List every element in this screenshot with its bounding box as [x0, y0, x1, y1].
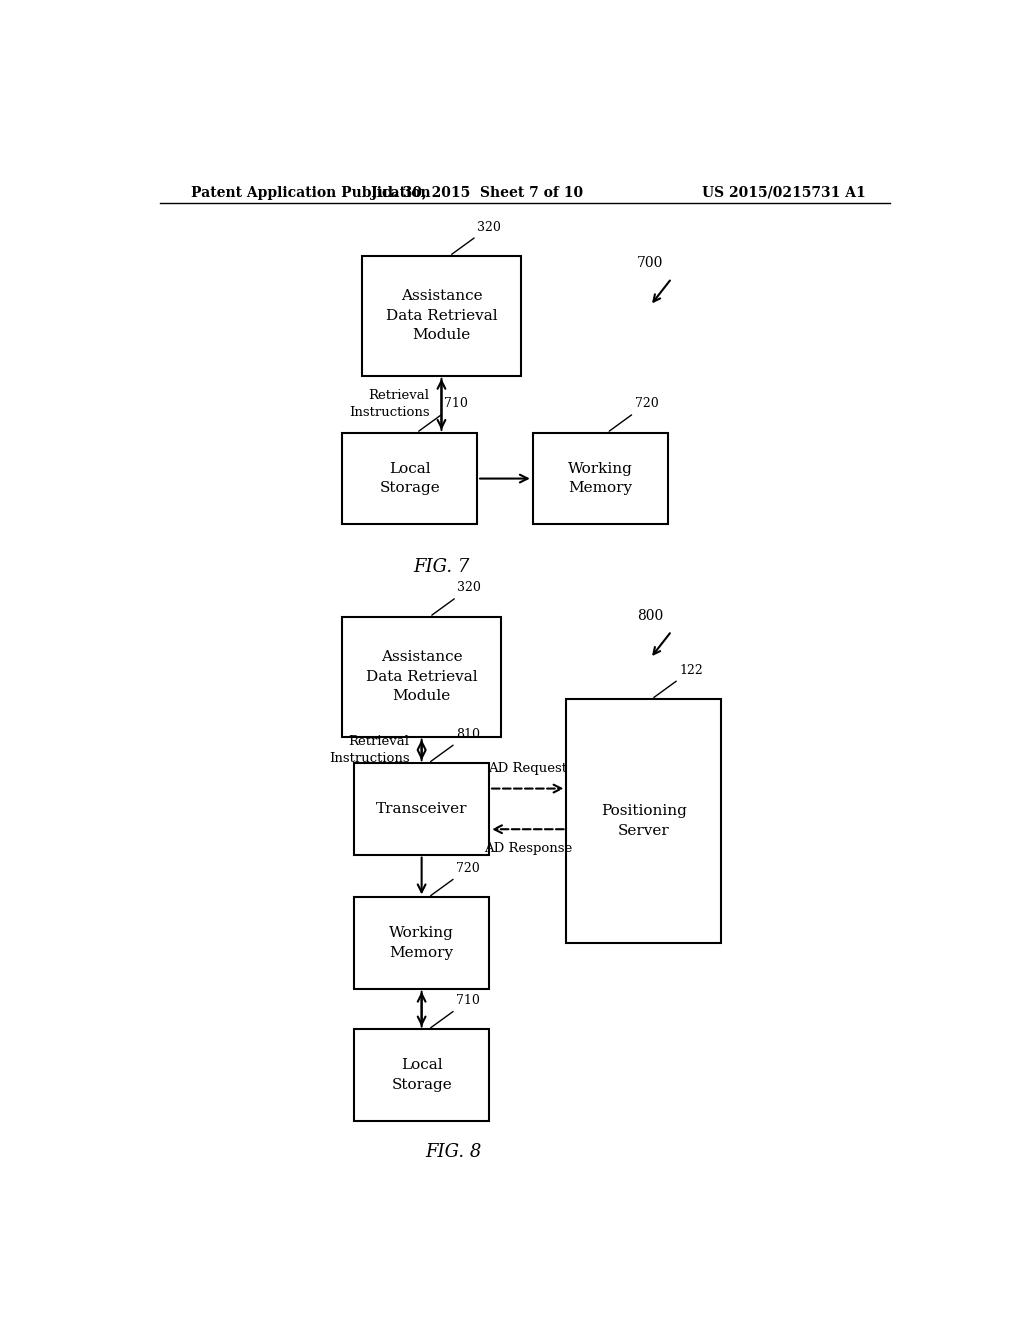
FancyArrowPatch shape: [495, 825, 563, 833]
Text: Assistance
Data Retrieval
Module: Assistance Data Retrieval Module: [366, 651, 477, 704]
Text: Positioning
Server: Positioning Server: [601, 804, 687, 838]
Bar: [362, 256, 521, 376]
Text: 720: 720: [609, 397, 658, 432]
Text: 810: 810: [431, 727, 480, 762]
Text: AD Request: AD Request: [488, 763, 567, 775]
Text: 710: 710: [419, 397, 468, 432]
Text: US 2015/0215731 A1: US 2015/0215731 A1: [702, 186, 866, 199]
Text: 700: 700: [637, 256, 664, 271]
Text: 800: 800: [637, 609, 664, 623]
Text: Local
Storage: Local Storage: [391, 1059, 452, 1092]
Bar: [342, 433, 477, 524]
Text: Jul. 30, 2015  Sheet 7 of 10: Jul. 30, 2015 Sheet 7 of 10: [371, 186, 584, 199]
Bar: [342, 616, 501, 737]
Text: Transceiver: Transceiver: [376, 801, 467, 816]
Text: Patent Application Publication: Patent Application Publication: [191, 186, 431, 199]
Text: Working
Memory: Working Memory: [389, 927, 454, 960]
Text: 122: 122: [654, 664, 703, 697]
Text: Retrieval
Instructions: Retrieval Instructions: [329, 735, 410, 766]
Text: 710: 710: [431, 994, 480, 1028]
Text: Working
Memory: Working Memory: [567, 462, 633, 495]
Bar: [354, 898, 489, 989]
Bar: [566, 700, 721, 942]
Bar: [532, 433, 668, 524]
Text: FIG. 7: FIG. 7: [414, 558, 470, 576]
Text: Retrieval
Instructions: Retrieval Instructions: [349, 389, 430, 420]
FancyArrowPatch shape: [492, 784, 561, 792]
Text: Assistance
Data Retrieval
Module: Assistance Data Retrieval Module: [386, 289, 498, 342]
Text: 720: 720: [431, 862, 480, 896]
Text: AD Response: AD Response: [483, 842, 571, 855]
Bar: [354, 1030, 489, 1121]
Text: Local
Storage: Local Storage: [379, 462, 440, 495]
Text: 320: 320: [432, 581, 481, 615]
Text: 320: 320: [452, 220, 501, 255]
Bar: [354, 763, 489, 854]
Text: FIG. 8: FIG. 8: [425, 1143, 481, 1162]
